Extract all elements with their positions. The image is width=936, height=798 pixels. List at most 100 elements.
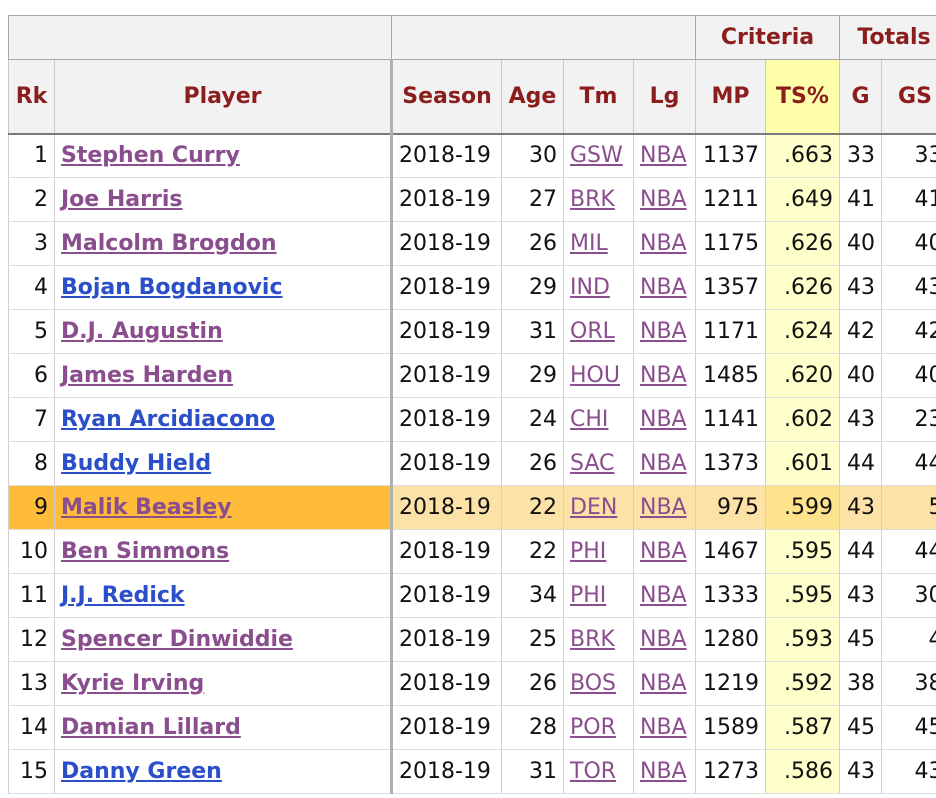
stats-table: Criteria Totals Rk Player Season Age Tm … <box>8 15 936 794</box>
cell-player-link[interactable]: Kyrie Irving <box>61 671 205 696</box>
table-body: 1 Stephen Curry 2018-19 30 GSW NBA 1137.663 33 3… <box>8 133 936 794</box>
cell-league-link[interactable]: NBA <box>640 759 687 784</box>
cell-league-link[interactable]: NBA <box>640 495 687 520</box>
cell-player-link[interactable]: Spencer Dinwiddie <box>61 627 293 652</box>
cell-league-link[interactable]: NBA <box>640 231 687 256</box>
col-header-season[interactable]: Season <box>391 59 502 135</box>
cell-team-link[interactable]: POR <box>570 715 616 740</box>
col-header-tm[interactable]: Tm <box>563 59 634 135</box>
cell-player-link[interactable]: Malik Beasley <box>61 495 232 520</box>
cell-player-link[interactable]: Stephen Curry <box>61 143 240 169</box>
cell-league: NBA <box>633 353 696 398</box>
cell-age: 30 <box>501 133 564 178</box>
cell-age: 28 <box>501 705 564 750</box>
cell-league-link[interactable]: NBA <box>640 627 687 652</box>
cell-player: Joe Harris <box>54 177 393 222</box>
cell-player-link[interactable]: Damian Lillard <box>61 715 241 740</box>
col-header-player[interactable]: Player <box>54 59 393 135</box>
cell-player-link[interactable]: Joe Harris <box>61 187 183 212</box>
cell-player: Buddy Hield <box>54 441 393 486</box>
cell-player-link[interactable]: D.J. Augustin <box>61 319 223 344</box>
cell-player-link[interactable]: Ryan Arcidiacono <box>61 407 275 432</box>
cell-gs: 43 <box>880 265 936 310</box>
cell-gs: 43 <box>880 749 936 794</box>
cell-team: GSW <box>563 133 634 178</box>
cell-rk: 3 <box>8 221 55 266</box>
cell-mp: 975 <box>695 485 766 530</box>
cell-gs: 44 <box>880 441 936 486</box>
cell-season: 2018-19 <box>391 353 502 398</box>
cell-player-link[interactable]: Ben Simmons <box>61 539 230 564</box>
cell-team: CHI <box>563 397 634 442</box>
col-header-ts-sorted[interactable]: TS% <box>765 59 840 135</box>
cell-team-link[interactable]: BOS <box>570 671 616 696</box>
cell-mp: 1467 <box>695 529 766 574</box>
cell-age: 22 <box>501 485 564 530</box>
col-header-mp[interactable]: MP <box>695 59 766 135</box>
cell-ts: .587 <box>765 705 840 750</box>
col-header-rk[interactable]: Rk <box>8 59 55 135</box>
cell-league: NBA <box>633 749 696 794</box>
cell-league-link[interactable]: NBA <box>640 363 687 388</box>
cell-league-link[interactable]: NBA <box>640 451 687 476</box>
cell-g: 45 <box>839 617 882 662</box>
cell-league-link[interactable]: NBA <box>640 671 687 696</box>
cell-team-link[interactable]: BRK <box>570 627 615 652</box>
cell-ts: .649 <box>765 177 840 222</box>
col-header-gs[interactable]: GS <box>880 59 936 135</box>
cell-team-link[interactable]: IND <box>570 275 610 300</box>
cell-season: 2018-19 <box>391 705 502 750</box>
cell-team-link[interactable]: MIL <box>570 231 608 256</box>
cell-season: 2018-19 <box>391 133 502 178</box>
cell-team-link[interactable]: PHI <box>570 583 607 608</box>
table-row: 14 Damian Lillard 2018-19 28 POR NBA 1589.587 4… <box>8 705 936 750</box>
cell-g: 40 <box>839 353 882 398</box>
cell-rk: 12 <box>8 617 55 662</box>
cell-team-link[interactable]: SAC <box>570 451 615 476</box>
cell-player-link[interactable]: Bojan Bogdanovic <box>61 275 283 300</box>
cell-player-link[interactable]: James Harden <box>61 363 234 388</box>
cell-team-link[interactable]: HOU <box>570 363 620 388</box>
cell-gs: 5 <box>880 485 936 530</box>
cell-mp: 1373 <box>695 441 766 486</box>
cell-league-link[interactable]: NBA <box>640 583 687 608</box>
cell-league-link[interactable]: NBA <box>640 715 687 740</box>
cell-player: James Harden <box>54 353 393 398</box>
cell-ts: .663 <box>765 133 840 178</box>
cell-player-link[interactable]: Buddy Hield <box>61 451 212 476</box>
over-header-row: Criteria Totals <box>8 15 936 60</box>
col-header-g[interactable]: G <box>839 59 882 135</box>
cell-league-link[interactable]: NBA <box>640 275 687 300</box>
cell-player: Malcolm Brogdon <box>54 221 393 266</box>
cell-league-link[interactable]: NBA <box>640 407 687 432</box>
cell-team-link[interactable]: BRK <box>570 187 615 212</box>
cell-league-link[interactable]: NBA <box>640 143 687 169</box>
cell-league-link[interactable]: NBA <box>640 187 687 212</box>
cell-league: NBA <box>633 441 696 486</box>
cell-player-link[interactable]: Danny Green <box>61 759 222 784</box>
cell-team-link[interactable]: CHI <box>570 407 609 432</box>
cell-team-link[interactable]: DEN <box>570 495 618 520</box>
cell-league-link[interactable]: NBA <box>640 319 687 344</box>
cell-team-link[interactable]: TOR <box>570 759 617 784</box>
cell-league-link[interactable]: NBA <box>640 539 687 564</box>
cell-player-link[interactable]: J.J. Redick <box>61 583 185 608</box>
cell-ts: .602 <box>765 397 840 442</box>
cell-team-link[interactable]: GSW <box>570 143 623 169</box>
cell-team: ORL <box>563 309 634 354</box>
cell-season: 2018-19 <box>391 661 502 706</box>
cell-team-link[interactable]: ORL <box>570 319 615 344</box>
cell-g: 44 <box>839 441 882 486</box>
cell-mp: 1171 <box>695 309 766 354</box>
cell-season: 2018-19 <box>391 485 502 530</box>
cell-gs: 4 <box>880 617 936 662</box>
col-header-age[interactable]: Age <box>501 59 564 135</box>
cell-team: TOR <box>563 749 634 794</box>
cell-mp: 1589 <box>695 705 766 750</box>
cell-player-link[interactable]: Malcolm Brogdon <box>61 231 277 256</box>
cell-ts: .626 <box>765 221 840 266</box>
table-row: 1 Stephen Curry 2018-19 30 GSW NBA 1137.663 33 3… <box>8 133 936 178</box>
col-header-lg[interactable]: Lg <box>633 59 696 135</box>
cell-team-link[interactable]: PHI <box>570 539 607 564</box>
